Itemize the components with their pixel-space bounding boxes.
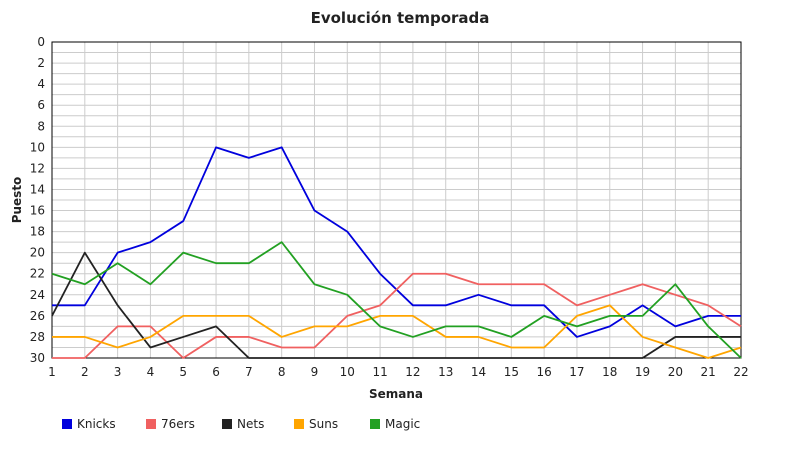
- legend-item-magic: Magic: [370, 417, 420, 431]
- x-tick-label: 10: [340, 365, 355, 379]
- chart-title: Evolución temporada: [311, 9, 490, 27]
- x-tick-label: 1: [48, 365, 56, 379]
- legend-swatch: [294, 419, 304, 429]
- legend-item-76ers: 76ers: [146, 417, 195, 431]
- x-tick-label: 13: [438, 365, 453, 379]
- y-tick-label: 22: [30, 267, 45, 281]
- legend: Knicks 76ers Nets Suns Magic: [62, 417, 420, 431]
- legend-swatch: [62, 419, 72, 429]
- y-tick-label: 24: [30, 288, 45, 302]
- legend-item-nets: Nets: [222, 417, 264, 431]
- y-tick-label: 8: [37, 119, 45, 133]
- x-tick-label: 21: [701, 365, 716, 379]
- x-tick-label: 12: [405, 365, 420, 379]
- legend-label: Knicks: [77, 417, 116, 431]
- x-tick-label: 3: [114, 365, 122, 379]
- legend-item-knicks: Knicks: [62, 417, 116, 431]
- x-tick-label: 11: [372, 365, 387, 379]
- x-tick-label: 22: [733, 365, 748, 379]
- x-tick-label: 4: [147, 365, 155, 379]
- series-line-magic: [51, 241, 742, 359]
- x-tick-label: 17: [569, 365, 584, 379]
- legend-swatch: [222, 419, 232, 429]
- x-tick-label: 16: [537, 365, 552, 379]
- y-tick-label: 6: [37, 98, 45, 112]
- x-axis-ticks: 1 2 3 4 5 6 7 8 9 10 11 12 13 14 15 16 17 18 19 20 21 22: [48, 365, 748, 379]
- legend-label: 76ers: [161, 417, 195, 431]
- y-tick-label: 16: [30, 204, 45, 218]
- x-tick-label: 8: [278, 365, 286, 379]
- x-tick-label: 18: [602, 365, 617, 379]
- y-tick-label: 10: [30, 140, 45, 154]
- y-tick-label: 20: [30, 246, 45, 260]
- y-tick-label: 12: [30, 161, 45, 175]
- series-lines: [51, 146, 742, 359]
- x-axis-label: Semana: [369, 387, 423, 401]
- grid: [51, 41, 742, 359]
- series-line-nets: [51, 251, 741, 359]
- series-line-suns: [52, 304, 742, 359]
- x-tick-label: 7: [245, 365, 253, 379]
- legend-item-suns: Suns: [294, 417, 338, 431]
- y-tick-label: 28: [30, 330, 45, 344]
- x-tick-label: 14: [471, 365, 486, 379]
- x-tick-label: 5: [179, 365, 187, 379]
- legend-swatch: [370, 419, 380, 429]
- x-tick-label: 15: [504, 365, 519, 379]
- y-tick-label: 18: [30, 225, 45, 239]
- y-axis-label: Puesto: [10, 177, 24, 224]
- legend-label: Nets: [237, 417, 264, 431]
- y-tick-label: 4: [37, 77, 45, 91]
- legend-swatch: [146, 419, 156, 429]
- y-tick-label: 26: [30, 309, 45, 323]
- y-tick-label: 30: [30, 351, 45, 365]
- y-tick-label: 0: [37, 35, 45, 49]
- x-tick-label: 9: [311, 365, 319, 379]
- legend-label: Magic: [385, 417, 420, 431]
- x-tick-label: 20: [668, 365, 683, 379]
- y-tick-label: 2: [37, 56, 45, 70]
- x-tick-label: 2: [81, 365, 89, 379]
- x-tick-label: 19: [635, 365, 650, 379]
- y-tick-label: 14: [30, 182, 45, 196]
- legend-label: Suns: [309, 417, 338, 431]
- x-tick-label: 6: [212, 365, 220, 379]
